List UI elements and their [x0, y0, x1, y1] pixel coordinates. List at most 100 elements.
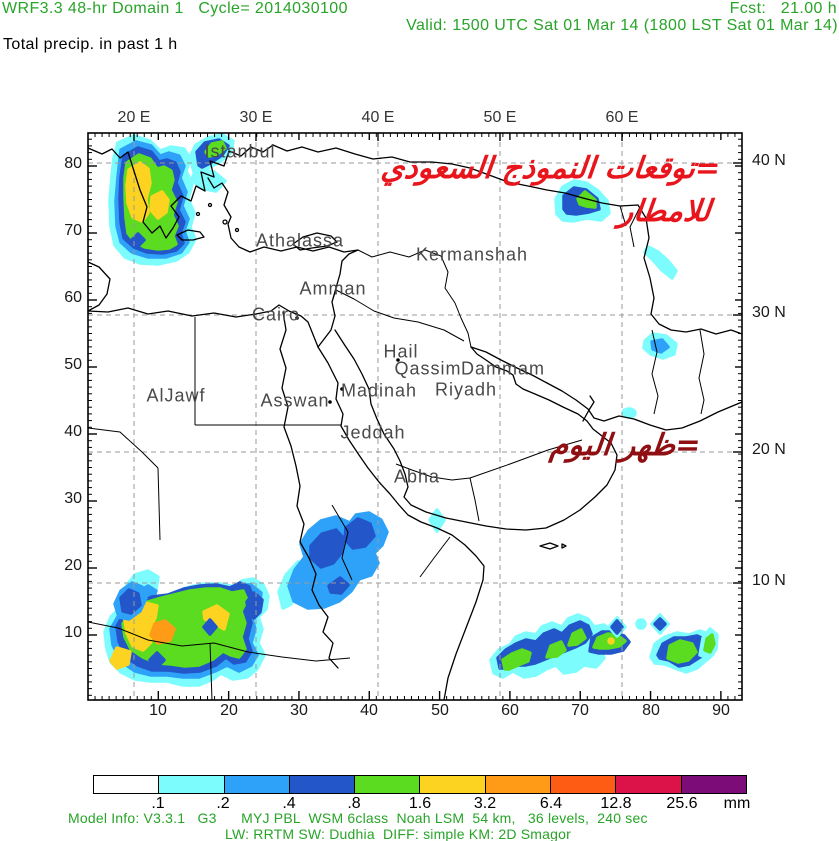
- colorbar-tick: 6.4: [539, 795, 563, 812]
- colorbar-cell: [159, 776, 225, 793]
- axis-label-gridx: 50: [431, 702, 449, 719]
- annotation-saudi-model-forecast: =توقعات النموذج السعودي: [378, 151, 722, 186]
- border-sahel: [88, 621, 351, 700]
- city-label-istanbul: Istanbul: [204, 141, 276, 162]
- island-aegean: [222, 219, 228, 225]
- colorbar-tick: 3.2: [473, 795, 497, 812]
- axis-label-gridy: 40: [64, 423, 82, 440]
- axis-label-lat: 40 N: [752, 152, 786, 169]
- axis-ticks: [88, 133, 742, 700]
- precip-contour: [245, 591, 264, 620]
- island-cyprus: [292, 232, 338, 251]
- city-marker-asswan: [328, 400, 332, 404]
- axis-label-lat: 30 N: [752, 304, 786, 321]
- colorbar-cell: [485, 776, 552, 793]
- colorbar-cell: [420, 776, 486, 793]
- axis-label-gridy: 60: [64, 289, 82, 306]
- island-socotra: [539, 542, 567, 550]
- axis-label-gridx: 60: [501, 702, 519, 719]
- colorbar-tick: .2: [216, 795, 230, 812]
- precip-contour: [621, 407, 637, 419]
- model-info-line1: Model Info: V3.3.1 G3 MYJ PBL WSM 6class…: [68, 810, 648, 826]
- colorbar-cell: [94, 776, 160, 793]
- coastline-layer: [88, 144, 742, 700]
- precip-contour: [125, 161, 152, 223]
- coastline-arabia: [334, 329, 618, 531]
- island-aegean: [195, 211, 201, 217]
- city-label-jeddah: Jeddah: [340, 422, 406, 443]
- colorbar-tick: .8: [347, 795, 361, 812]
- precip-contour: [666, 639, 698, 664]
- axis-label-gridx: 90: [712, 702, 730, 719]
- coastline-balkans-blacksea-caspian: [88, 144, 742, 335]
- colorbar-tick: .4: [282, 795, 296, 812]
- city-marker-madinah: [340, 387, 344, 391]
- city-marker-hail: [396, 358, 400, 362]
- precip-contour: [148, 651, 166, 669]
- city-label-hail: Hail: [383, 341, 419, 362]
- map-frame: [87, 132, 743, 701]
- precip-contour: [703, 633, 716, 654]
- city-label-madinah: Madinah: [340, 380, 418, 401]
- precip-contour: [545, 640, 567, 659]
- model-run-title: WRF3.3 48-hr Domain 1 Cycle= 2014030100: [2, 0, 348, 17]
- island-crete: [176, 229, 205, 241]
- precip-contour: [653, 617, 667, 631]
- colorbar-tick: 25.6: [666, 795, 698, 812]
- city-label-abha: Abha: [393, 466, 441, 487]
- forecast-hour: Fcst: 21.00 h: [729, 0, 837, 17]
- axis-label-gridx: 70: [571, 702, 589, 719]
- coastline-musandam: [582, 395, 595, 422]
- gridline-layer: [88, 133, 742, 700]
- island-aegean: [234, 227, 240, 233]
- axis-label-lon: 20 E: [117, 109, 151, 126]
- axis-label-lat: 20 N: [752, 441, 786, 458]
- precip-contour: [607, 637, 615, 645]
- colorbar-tick: 12.8: [600, 795, 632, 812]
- precip-contour: [202, 618, 218, 636]
- border-iran-east: [619, 205, 705, 415]
- border-egypt: [194, 317, 341, 426]
- city-label-riyadh: Riyadh: [434, 379, 498, 400]
- precip-contour: [567, 628, 587, 647]
- field-title: Total precip. in past 1 h: [3, 36, 178, 53]
- precip-contour: [327, 576, 350, 595]
- city-label-cairo: Cairo: [251, 304, 301, 325]
- annotation-noon-today: =ظهر اليوم: [547, 428, 702, 463]
- precip-contour: [119, 588, 142, 615]
- colorbar-cell: [289, 776, 356, 793]
- city-label-kermanshah: Kermanshah: [415, 244, 529, 265]
- colorbar-tick: 1.6: [408, 795, 432, 812]
- precip-contour: [309, 528, 346, 569]
- precip-contour: [130, 232, 146, 248]
- axis-label-gridy: 50: [64, 356, 82, 373]
- river-nile: [279, 311, 339, 669]
- axis-label-gridy: 70: [64, 222, 82, 239]
- valid-time: Valid: 1500 UTC Sat 01 Mar 14 (1800 LST …: [406, 17, 838, 34]
- precip-contour: [643, 245, 678, 280]
- city-label-asswan: Asswan: [260, 390, 330, 411]
- axis-label-gridx: 30: [290, 702, 308, 719]
- precip-shading-layer: [103, 133, 719, 687]
- coastline-africa-levant: [88, 177, 359, 348]
- colorbar-cell: [355, 776, 421, 793]
- city-label-athalassa: Athalassa: [255, 230, 345, 251]
- colorbar-cell: [616, 776, 682, 793]
- border-sudan-ethiopia: [331, 504, 451, 581]
- precip-contour: [501, 648, 532, 671]
- coastline-libya-bulge: [88, 261, 111, 312]
- precip-colorbar: [93, 775, 747, 794]
- axis-label-gridx: 10: [149, 702, 167, 719]
- city-label-amman: Amman: [299, 278, 367, 299]
- city-label-aljawf: AlJawf: [146, 385, 206, 406]
- colorbar-tick: .1: [151, 795, 165, 812]
- axis-label-gridx: 20: [220, 702, 238, 719]
- coastline-iran-gulf: [470, 346, 742, 431]
- coastline-redsea-west-horn: [317, 346, 485, 700]
- border-ne-africa: [88, 427, 161, 541]
- precip-contour: [610, 619, 624, 635]
- axis-label-gridy: 30: [64, 490, 82, 507]
- axis-label-gridx: 40: [360, 702, 378, 719]
